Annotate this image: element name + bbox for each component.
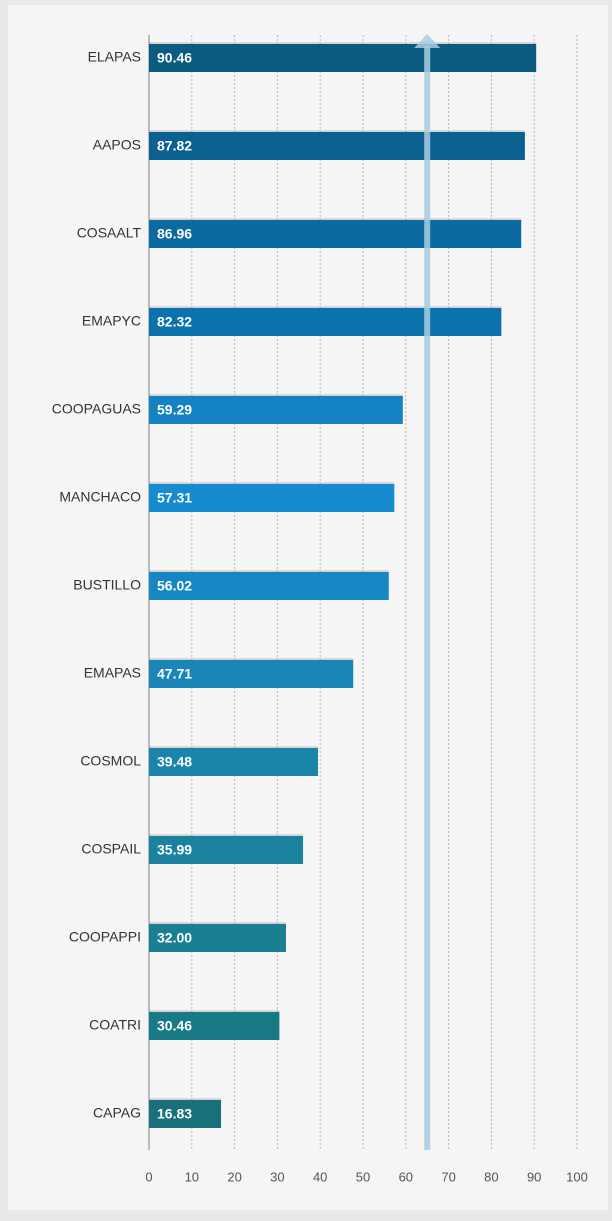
x-tick-label: 30 bbox=[270, 1169, 284, 1184]
x-tick-label: 40 bbox=[313, 1169, 327, 1184]
x-tick-label: 100 bbox=[566, 1169, 588, 1184]
bar bbox=[149, 836, 304, 864]
bar bbox=[149, 484, 395, 512]
reference-arrow bbox=[414, 34, 441, 48]
category-label: COATRI bbox=[89, 1017, 141, 1033]
value-label: 87.82 bbox=[157, 138, 192, 154]
value-label: 90.46 bbox=[157, 50, 192, 66]
bar bbox=[149, 660, 354, 688]
category-label: CAPAG bbox=[93, 1105, 141, 1121]
panel bbox=[8, 5, 608, 1210]
category-label: AAPOS bbox=[93, 137, 141, 153]
bar bbox=[149, 748, 318, 776]
bar bbox=[149, 132, 525, 160]
category-label: MANCHACO bbox=[59, 489, 141, 505]
bar bbox=[149, 308, 502, 336]
value-label: 16.83 bbox=[157, 1106, 192, 1122]
value-label: 57.31 bbox=[157, 490, 192, 506]
category-label: COOPAGUAS bbox=[52, 401, 141, 417]
value-label: 47.71 bbox=[157, 666, 192, 682]
value-label: 86.96 bbox=[157, 226, 192, 242]
bar bbox=[149, 924, 286, 952]
bar bbox=[149, 1100, 222, 1128]
bar bbox=[149, 44, 537, 72]
x-tick-label: 20 bbox=[227, 1169, 241, 1184]
x-tick-label: 10 bbox=[185, 1169, 199, 1184]
bar bbox=[149, 220, 522, 248]
x-tick-label: 0 bbox=[145, 1169, 152, 1184]
x-tick-label: 60 bbox=[399, 1169, 413, 1184]
value-label: 82.32 bbox=[157, 314, 192, 330]
bar bbox=[149, 396, 403, 424]
value-label: 35.99 bbox=[157, 842, 192, 858]
value-label: 32.00 bbox=[157, 930, 192, 946]
category-label: EMAPYC bbox=[82, 313, 141, 329]
category-label: COOPAPPI bbox=[69, 929, 141, 945]
bar bbox=[149, 1012, 280, 1040]
category-label: EMAPAS bbox=[84, 665, 141, 681]
value-label: 56.02 bbox=[157, 578, 192, 594]
category-label: COSPAIL bbox=[81, 841, 141, 857]
value-label: 30.46 bbox=[157, 1018, 192, 1034]
x-tick-label: 50 bbox=[356, 1169, 370, 1184]
x-tick-label: 80 bbox=[484, 1169, 498, 1184]
value-label: 59.29 bbox=[157, 402, 192, 418]
bar bbox=[149, 572, 389, 600]
category-label: BUSTILLO bbox=[73, 577, 141, 593]
category-label: COSAALT bbox=[77, 225, 142, 241]
x-tick-label: 70 bbox=[441, 1169, 455, 1184]
x-tick-label: 90 bbox=[527, 1169, 541, 1184]
category-label: ELAPAS bbox=[88, 49, 141, 65]
category-label: COSMOL bbox=[80, 753, 141, 769]
value-label: 39.48 bbox=[157, 754, 192, 770]
